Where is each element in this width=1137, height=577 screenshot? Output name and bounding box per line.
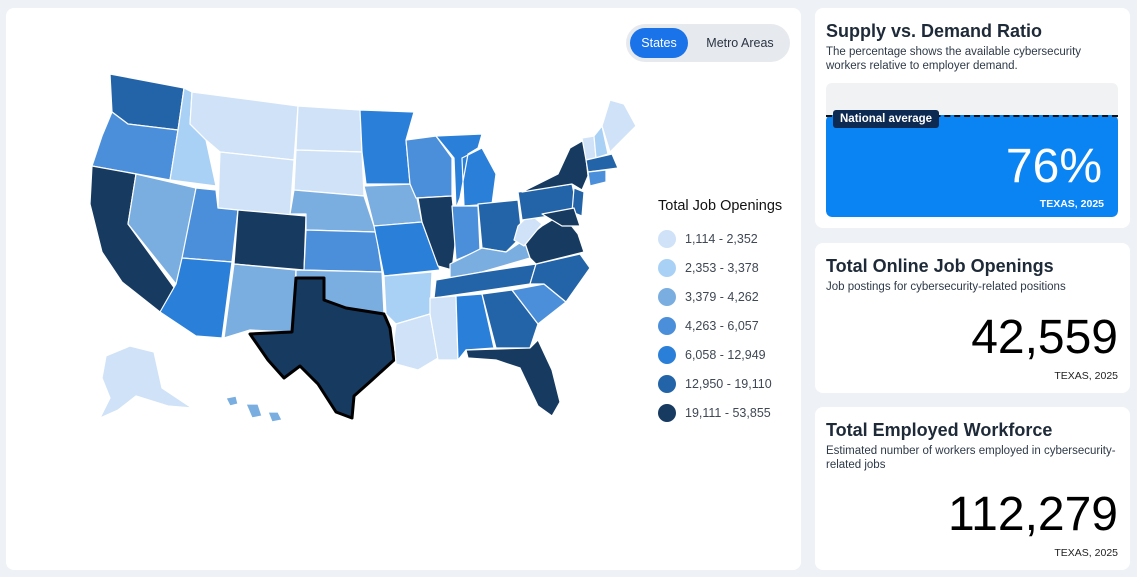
state-north-dakota[interactable]: [295, 105, 363, 153]
job-openings-card: Total Online Job Openings Job postings f…: [815, 243, 1130, 393]
national-average-label: National average: [833, 110, 940, 128]
workforce-title: Total Employed Workforce: [826, 420, 1053, 440]
legend-item[interactable]: 2,353 - 3,378: [658, 253, 792, 282]
legend-swatch: [658, 258, 676, 277]
legend-swatch: [658, 403, 676, 422]
legend-label: 12,950 - 19,110: [685, 376, 772, 391]
state-hawaii[interactable]: [225, 395, 283, 423]
legend-label: 3,379 - 4,262: [685, 289, 759, 304]
state-georgia[interactable]: [481, 289, 539, 349]
state-florida[interactable]: [465, 339, 561, 417]
state-arizona[interactable]: [159, 257, 233, 339]
legend-item[interactable]: 6,058 - 12,949: [658, 340, 792, 369]
state-mississippi[interactable]: [429, 295, 459, 361]
map-legend: Total Job Openings 1,114 - 2,352 2,353 - …: [658, 198, 792, 427]
state-massachusetts[interactable]: [585, 153, 619, 173]
legend-swatch: [658, 345, 676, 364]
state-colorado[interactable]: [233, 209, 307, 271]
job-openings-title: Total Online Job Openings: [826, 256, 1054, 276]
ratio-location: TEXAS, 2025: [1039, 198, 1104, 210]
legend-label: 4,263 - 6,057: [685, 318, 759, 333]
ratio-fill-bar: [826, 115, 1118, 217]
legend-swatch: [658, 229, 676, 248]
state-south-dakota[interactable]: [293, 149, 365, 197]
supply-demand-card: Supply vs. Demand Ratio The percentage s…: [815, 8, 1130, 228]
state-ohio[interactable]: [477, 199, 523, 253]
states-toggle-button[interactable]: States: [630, 28, 688, 58]
national-average-line: [826, 115, 1118, 117]
state-minnesota[interactable]: [359, 109, 415, 185]
legend-item[interactable]: 3,379 - 4,262: [658, 282, 792, 311]
state-wyoming[interactable]: [217, 151, 295, 217]
legend-swatch: [658, 316, 676, 335]
legend-swatch: [658, 374, 676, 393]
state-new-jersey[interactable]: [571, 187, 585, 217]
state-kansas[interactable]: [303, 229, 383, 273]
state-new-hampshire[interactable]: [593, 125, 609, 159]
legend-item[interactable]: 1,114 - 2,352: [658, 224, 792, 253]
job-openings-location: TEXAS, 2025: [1054, 370, 1118, 382]
state-missouri[interactable]: [373, 221, 441, 277]
job-openings-value: 42,559: [971, 311, 1118, 364]
supply-demand-subtitle: The percentage shows the available cyber…: [826, 46, 1082, 72]
state-maine[interactable]: [601, 99, 637, 153]
state-new-mexico[interactable]: [223, 263, 297, 339]
legend-swatch: [658, 287, 676, 306]
workforce-value: 112,279: [948, 488, 1118, 541]
metro-areas-toggle-button[interactable]: Metro Areas: [706, 36, 774, 50]
state-michigan[interactable]: [435, 133, 497, 209]
legend-item[interactable]: 12,950 - 19,110: [658, 369, 792, 398]
job-openings-subtitle: Job postings for cybersecurity-related p…: [826, 281, 1066, 293]
state-alaska[interactable]: [99, 345, 193, 419]
workforce-card: Total Employed Workforce Estimated numbe…: [815, 407, 1130, 570]
ratio-value: 76%: [1005, 140, 1102, 193]
us-choropleth-map: [89, 73, 637, 423]
legend-label: 2,353 - 3,378: [685, 260, 759, 275]
state-new-york[interactable]: [521, 139, 589, 193]
workforce-subtitle: Estimated number of workers employed in …: [826, 445, 1116, 471]
legend-label: 19,111 - 53,855: [685, 405, 771, 420]
legend-label: 6,058 - 12,949: [685, 347, 766, 362]
map-panel: States Metro Areas: [6, 8, 801, 570]
legend-title: Total Job Openings: [658, 198, 783, 214]
state-texas[interactable]: [248, 276, 396, 420]
legend-item[interactable]: 4,263 - 6,057: [658, 311, 792, 340]
supply-demand-title: Supply vs. Demand Ratio: [826, 21, 1043, 41]
workforce-location: TEXAS, 2025: [1054, 547, 1118, 559]
state-connecticut[interactable]: [587, 169, 607, 187]
state-maryland[interactable]: [541, 207, 581, 227]
legend-label: 1,114 - 2,352: [685, 231, 758, 246]
legend-item[interactable]: 19,111 - 53,855: [658, 398, 792, 427]
ratio-gauge: National average 76% TEXAS, 2025: [826, 83, 1118, 217]
view-toggle[interactable]: States Metro Areas: [626, 24, 790, 62]
